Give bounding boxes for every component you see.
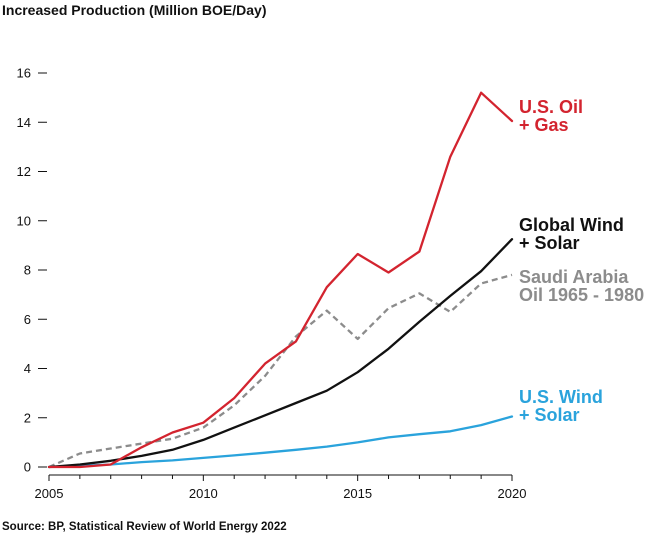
y-tick-label: 2 bbox=[24, 410, 31, 425]
y-tick-label: 8 bbox=[24, 263, 31, 278]
series-label-line: + Solar bbox=[519, 233, 580, 253]
y-tick-label: 14 bbox=[17, 115, 31, 130]
series-line bbox=[47, 91, 514, 469]
series-label: U.S. Wind + Solar bbox=[519, 387, 603, 425]
x-tick-label: 2005 bbox=[35, 486, 64, 501]
series-label-line: Oil 1965 - 1980 bbox=[519, 285, 644, 305]
series-label-line: Saudi Arabia bbox=[519, 267, 629, 287]
source-note: Source: BP, Statistical Review of World … bbox=[2, 521, 287, 533]
series-label: U.S. Oil + Gas bbox=[519, 97, 583, 135]
series-label-line: U.S. Oil bbox=[519, 97, 583, 117]
series-line bbox=[48, 273, 513, 469]
y-tick-label: 12 bbox=[17, 164, 31, 179]
series-label-line: + Solar bbox=[519, 405, 580, 425]
y-axis: 0 2 4 6 8 10 12 14 16 bbox=[17, 66, 47, 475]
y-tick-label: 16 bbox=[17, 66, 31, 81]
y-tick-label: 4 bbox=[24, 361, 31, 376]
chart-title: Increased Production (Million BOE/Day) bbox=[2, 2, 266, 18]
series-label-line: + Gas bbox=[519, 115, 569, 135]
series-line bbox=[47, 238, 514, 469]
series-label: Global Wind + Solar bbox=[519, 215, 624, 253]
series-line bbox=[47, 415, 514, 469]
x-tick-label: 2010 bbox=[189, 486, 218, 501]
series-label-line: Global Wind bbox=[519, 215, 624, 235]
y-tick-label: 0 bbox=[24, 460, 31, 475]
y-tick-label: 10 bbox=[17, 213, 31, 228]
series-label-line: U.S. Wind bbox=[519, 387, 603, 407]
series-label: Saudi Arabia Oil 1965 - 1980 bbox=[519, 267, 644, 305]
x-tick-label: 2020 bbox=[498, 486, 527, 501]
x-axis: 2005 2010 2015 2020 bbox=[35, 474, 527, 501]
series-layer bbox=[47, 91, 514, 469]
y-tick-label: 6 bbox=[24, 312, 31, 327]
x-tick-label: 2015 bbox=[343, 486, 372, 501]
